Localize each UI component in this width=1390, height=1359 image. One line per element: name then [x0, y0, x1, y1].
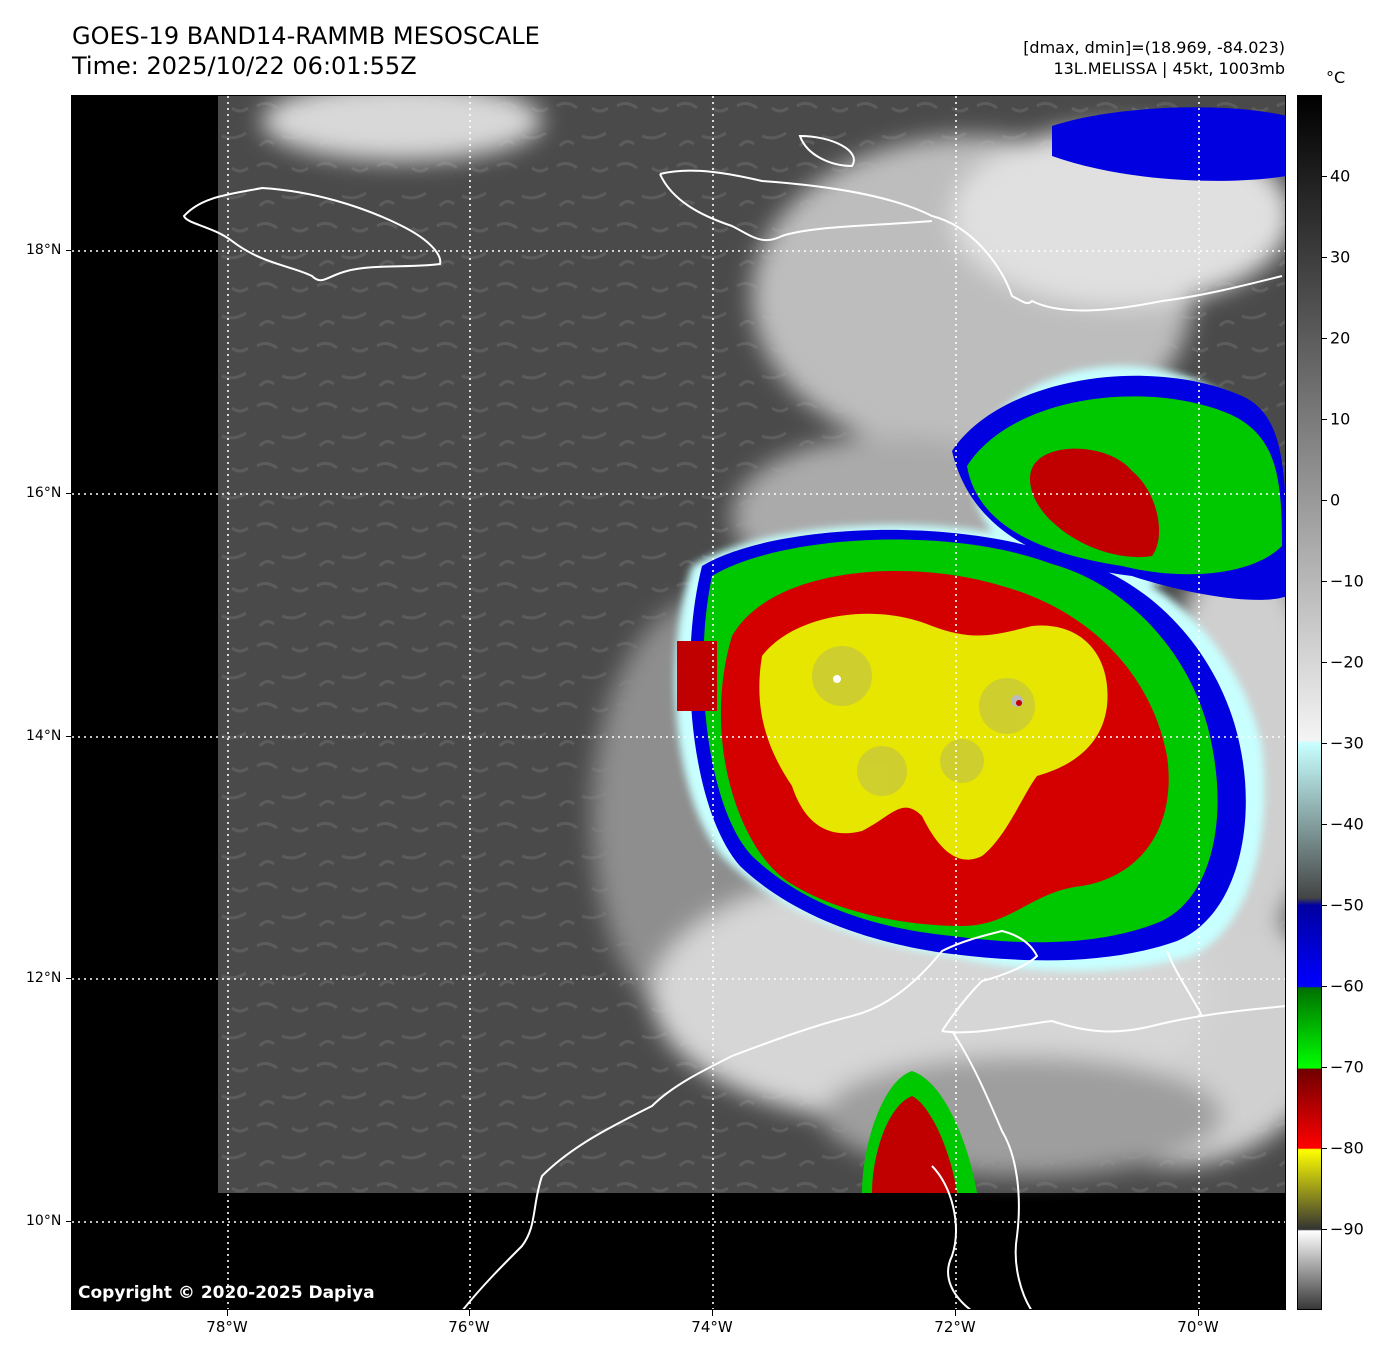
colorbar-tick [1322, 1229, 1327, 1230]
colorbar-label: 40 [1330, 166, 1351, 186]
red-band-north [1029, 448, 1160, 558]
colorbar-label: −50 [1330, 895, 1364, 915]
lat-label: 14°N [26, 728, 62, 744]
colorbar-label: −40 [1330, 814, 1364, 834]
x-tick-mark [227, 1310, 228, 1316]
no-data-bottom [72, 1193, 1285, 1309]
y-tick-mark [66, 978, 71, 979]
colorbar-label: 30 [1330, 247, 1351, 267]
colorbar-label: 10 [1330, 409, 1351, 429]
graticule [72, 96, 1285, 1309]
lat-label: 10°N [26, 1213, 62, 1229]
colorbar-tick [1322, 338, 1327, 339]
colorbar-tick [1322, 419, 1327, 420]
lat-label: 12°N [26, 970, 62, 986]
y-tick-mark [66, 736, 71, 737]
lon-label: 78°W [206, 1318, 248, 1336]
colorbar-tick [1322, 500, 1327, 501]
copyright-label: Copyright © 2020-2025 Dapiya [78, 1283, 375, 1303]
overshooting-top [833, 675, 841, 683]
jamaica-coastline [182, 186, 442, 282]
colorbar-tick [1322, 1148, 1327, 1149]
x-tick-mark [1198, 1310, 1199, 1316]
colorbar-tick [1322, 581, 1327, 582]
colorbar-tick [1322, 257, 1327, 258]
colorbar-tick [1322, 662, 1327, 663]
x-tick-mark [712, 1310, 713, 1316]
colorbar-label: −30 [1330, 733, 1364, 753]
gonave-island [798, 134, 855, 168]
x-tick-mark [469, 1310, 470, 1316]
lon-label: 74°W [691, 1318, 733, 1336]
colorbar-label: −80 [1330, 1138, 1364, 1158]
dmax-dmin-readout: [dmax, dmin]=(18.969, -84.023) [1023, 38, 1285, 57]
lon-label: 72°W [934, 1318, 976, 1336]
x-tick-mark [955, 1310, 956, 1316]
colorbar-label: 20 [1330, 328, 1351, 348]
blue-band-ne [1052, 107, 1285, 181]
chart-title: GOES-19 BAND14-RAMMB MESOSCALE [72, 22, 540, 50]
yellow-texture [812, 646, 1035, 796]
colorbar-label: −70 [1330, 1057, 1364, 1077]
map-image [72, 96, 1285, 1309]
lon-label: 76°W [448, 1318, 490, 1336]
maracaibo-lake [931, 1165, 972, 1309]
colorbar-label: −20 [1330, 652, 1364, 672]
storm-info: 13L.MELISSA | 45kt, 1003mb [1053, 59, 1285, 78]
colorbar [1297, 95, 1322, 1310]
y-tick-mark [66, 493, 71, 494]
coastlines [182, 134, 1285, 1309]
colorbar-tick [1322, 176, 1327, 177]
timestamp: Time: 2025/10/22 06:01:55Z [72, 52, 417, 80]
colorbar-label: 0 [1330, 490, 1341, 510]
colorbar-label: −90 [1330, 1219, 1364, 1239]
colorbar-label: −60 [1330, 976, 1364, 996]
lat-label: 18°N [26, 242, 62, 258]
colorbar-tick [1322, 1067, 1327, 1068]
hispaniola-coastline [659, 169, 1283, 312]
south-america-coastline [462, 929, 1285, 1309]
no-data-left [72, 96, 218, 1309]
red-band-west [677, 641, 717, 711]
y-tick-mark [66, 250, 71, 251]
colorbar-label: −10 [1330, 571, 1364, 591]
colorbar-unit: °C [1326, 68, 1346, 87]
colorbar-tick [1322, 824, 1327, 825]
overshooting-top [1016, 700, 1022, 706]
satellite-map[interactable]: Copyright © 2020-2025 Dapiya [71, 95, 1286, 1310]
colorbar-tick [1322, 905, 1327, 906]
colorbar-gradient [1298, 96, 1321, 1309]
y-tick-mark [66, 1221, 71, 1222]
colorbar-tick [1322, 986, 1327, 987]
lat-label: 16°N [26, 485, 62, 501]
colorbar-tick [1322, 743, 1327, 744]
lon-label: 70°W [1177, 1318, 1219, 1336]
guajira-peninsula [951, 1030, 1032, 1309]
